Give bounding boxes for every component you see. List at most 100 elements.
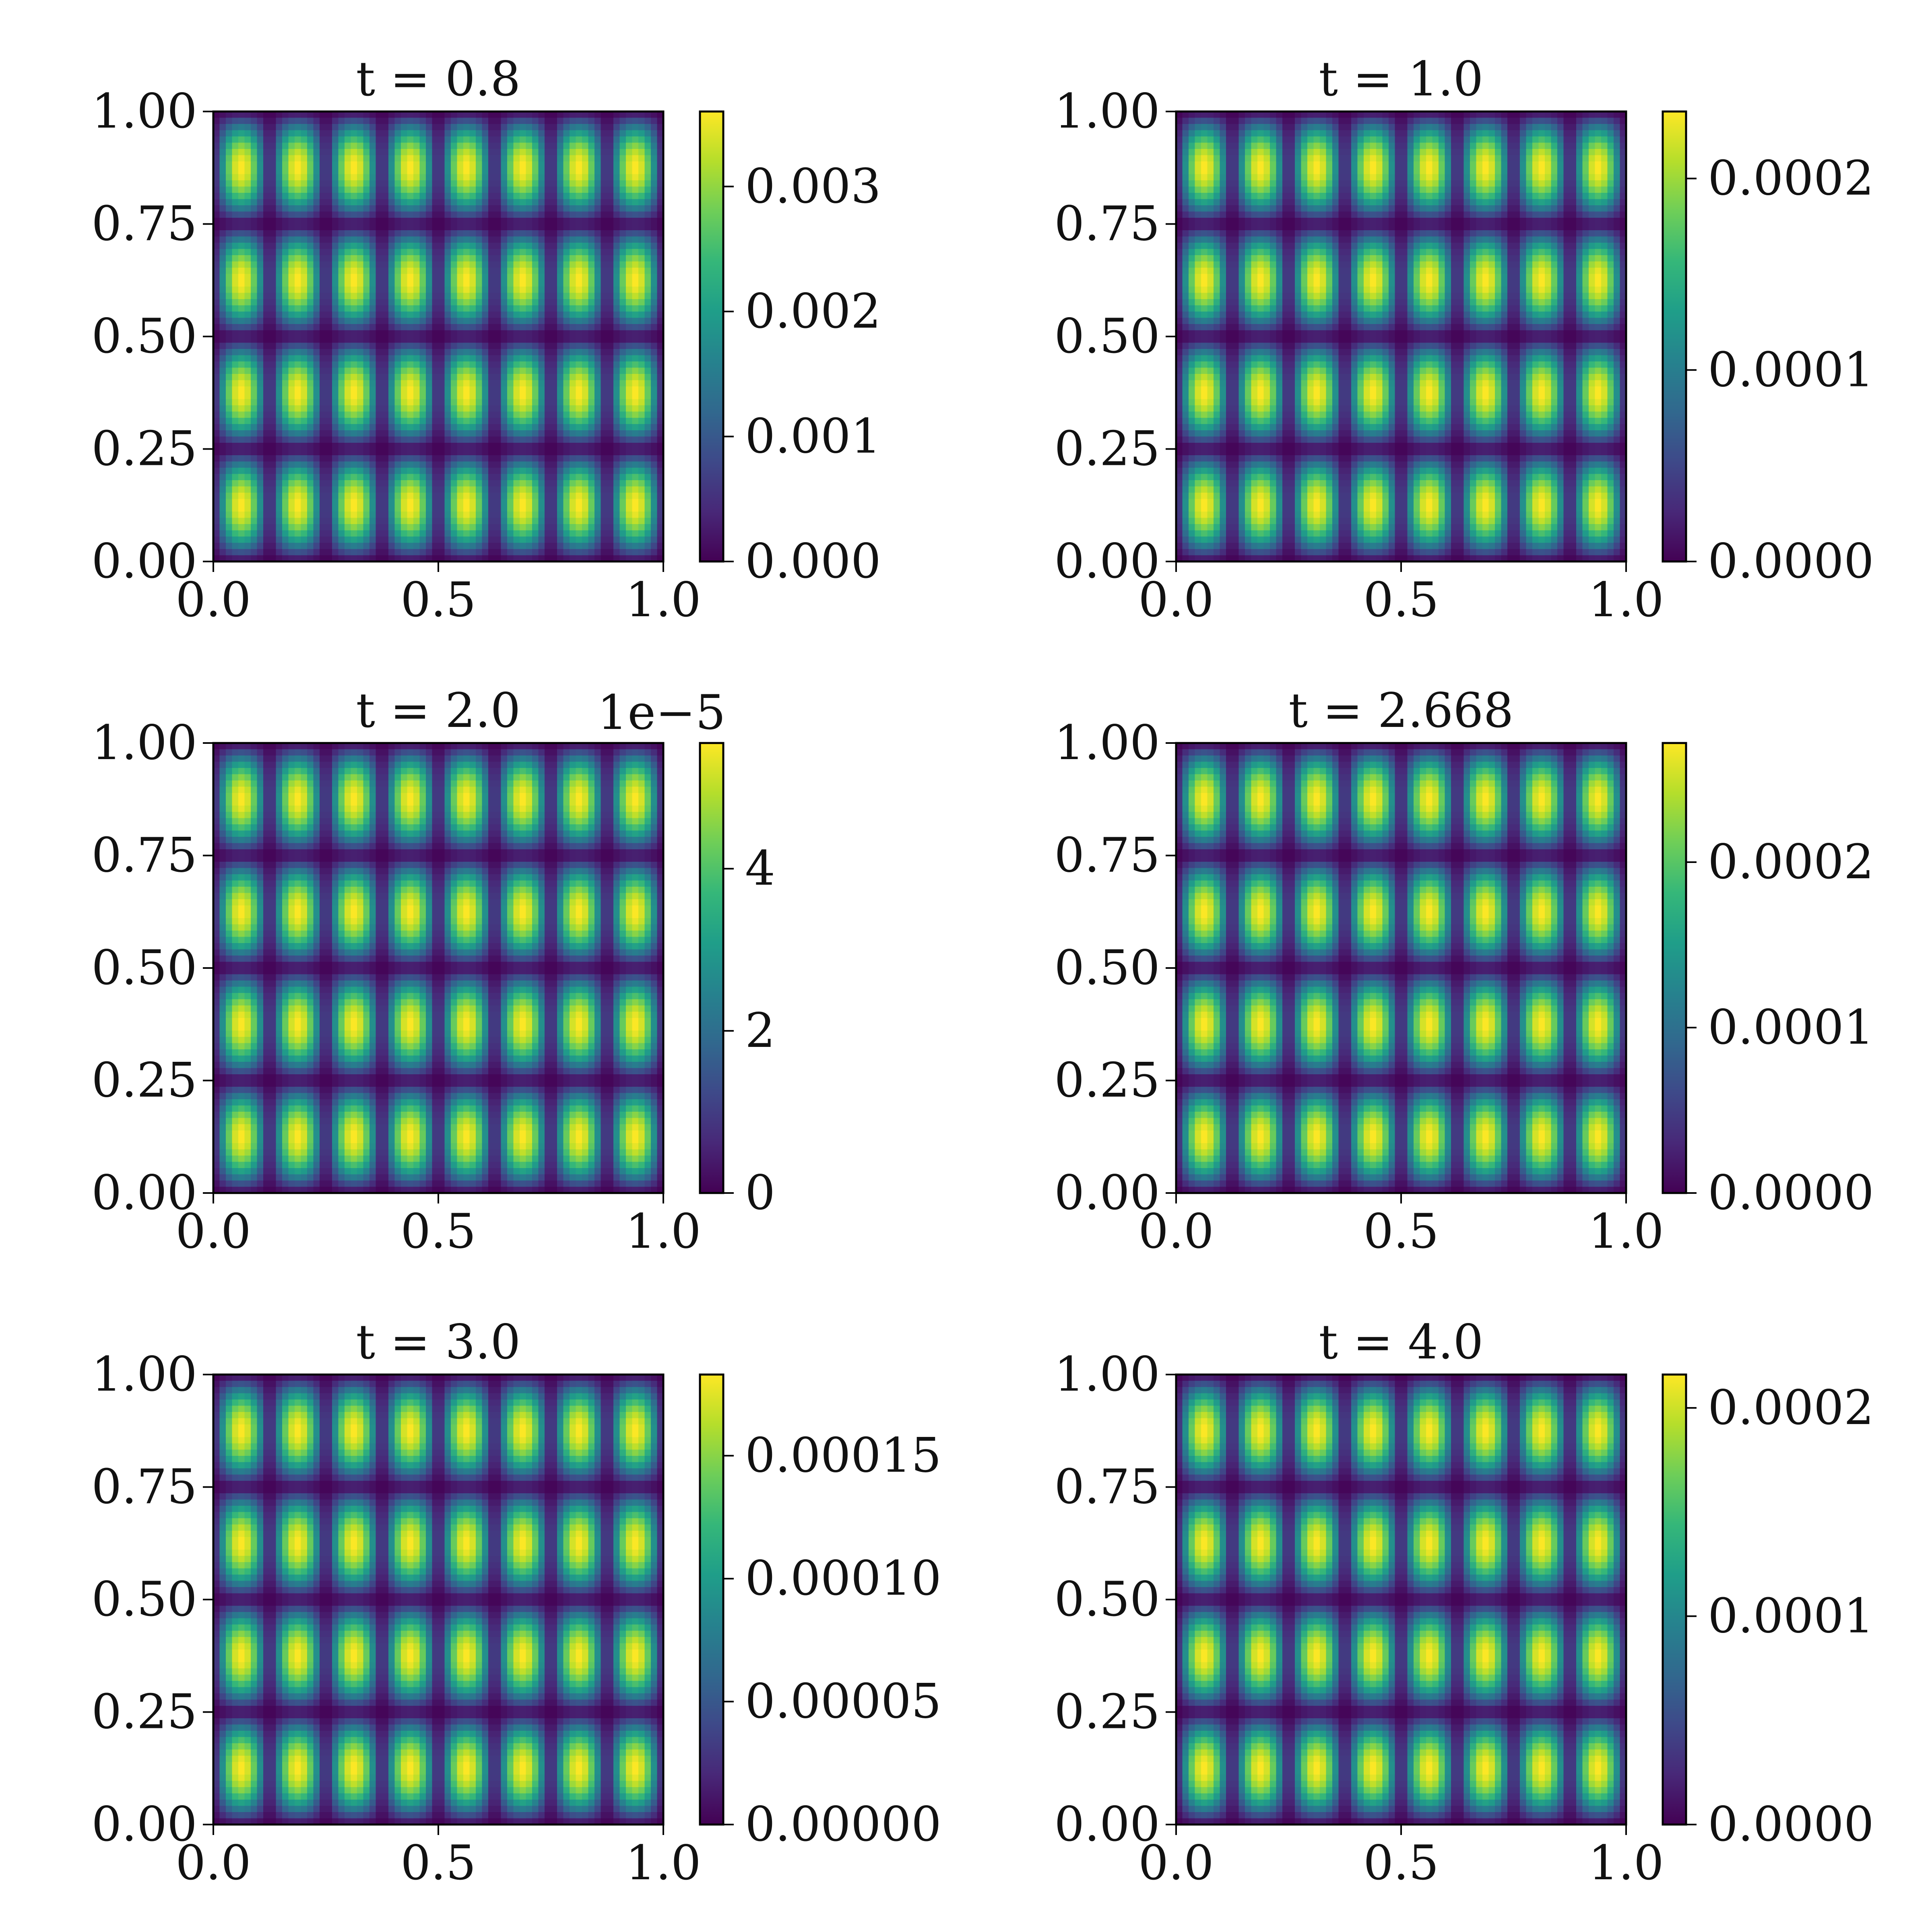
heatmap-cell: [538, 199, 545, 205]
heatmap-cell: [551, 249, 557, 256]
heatmap-cell: [295, 186, 301, 193]
heatmap-cell: [419, 224, 426, 231]
heatmap-cell: [588, 161, 595, 168]
heatmap-cell: [644, 136, 651, 143]
heatmap-cell: [438, 168, 445, 174]
heatmap-cell: [507, 318, 514, 324]
heatmap-cell: [220, 368, 226, 374]
heatmap-cell: [276, 205, 282, 212]
heatmap-cell: [488, 411, 495, 418]
heatmap-cell: [413, 424, 420, 430]
heatmap-cell: [357, 149, 363, 155]
heatmap-cell: [232, 136, 239, 143]
heatmap-cell: [470, 255, 476, 262]
heatmap-cell: [339, 249, 345, 256]
heatmap-cell: [313, 168, 320, 174]
heatmap-cell: [632, 243, 638, 249]
heatmap-cell: [251, 293, 257, 299]
heatmap-cell: [488, 124, 495, 130]
heatmap-cell: [394, 355, 401, 362]
heatmap-cell: [245, 280, 251, 287]
heatmap-cell: [401, 193, 407, 199]
heatmap-cell: [476, 143, 482, 149]
heatmap-cell: [432, 230, 438, 237]
heatmap-cell: [413, 243, 420, 249]
heatmap-cell: [257, 168, 264, 174]
heatmap-cell: [363, 293, 370, 299]
heatmap-cell: [301, 249, 307, 256]
heatmap-cell: [270, 305, 276, 312]
heatmap-cell: [313, 136, 320, 143]
heatmap-cell: [394, 349, 401, 355]
heatmap-cell: [419, 249, 426, 256]
heatmap-cell: [295, 430, 301, 437]
heatmap-cell: [339, 268, 345, 274]
heatmap-cell: [251, 312, 257, 318]
heatmap-cell: [257, 312, 264, 318]
heatmap-cell: [245, 230, 251, 237]
heatmap-cell: [326, 155, 332, 162]
heatmap-cell: [601, 249, 607, 256]
heatmap-cell: [413, 143, 420, 149]
heatmap-cell: [407, 418, 413, 424]
heatmap-cell: [301, 305, 307, 312]
heatmap-cell: [382, 299, 388, 305]
heatmap-cell: [369, 274, 376, 281]
heatmap-cell: [394, 168, 401, 174]
heatmap-cell: [551, 312, 557, 318]
heatmap-cell: [263, 149, 270, 155]
heatmap-cell: [326, 186, 332, 193]
heatmap-cell: [451, 186, 457, 193]
heatmap-cell: [601, 287, 607, 293]
heatmap-cell: [619, 424, 626, 430]
heatmap-cell: [619, 224, 626, 231]
heatmap-cell: [313, 124, 320, 130]
heatmap-cell: [238, 243, 245, 249]
heatmap-cell: [651, 418, 657, 424]
heatmap-cell: [513, 180, 520, 187]
heatmap-cell: [276, 411, 282, 418]
heatmap-cell: [288, 274, 295, 281]
heatmap-cell: [564, 155, 570, 162]
heatmap-cell: [564, 299, 570, 305]
heatmap-cell: [532, 243, 539, 249]
heatmap-cell: [445, 324, 451, 330]
heatmap-cell: [601, 124, 607, 130]
heatmap-cell: [295, 218, 301, 224]
heatmap-cell: [532, 211, 539, 218]
heatmap-cell: [526, 324, 532, 330]
heatmap-cell: [238, 268, 245, 274]
heatmap-cell: [513, 399, 520, 405]
heatmap-cell: [426, 361, 432, 368]
heatmap-cell: [594, 411, 601, 418]
heatmap-cell: [651, 293, 657, 299]
heatmap-cell: [394, 155, 401, 162]
heatmap-cell: [463, 280, 470, 287]
heatmap-cell: [419, 411, 426, 418]
heatmap-cell: [382, 368, 388, 374]
heatmap-cell: [382, 274, 388, 281]
heatmap-cell: [339, 336, 345, 343]
heatmap-cell: [270, 180, 276, 187]
heatmap-cell: [245, 124, 251, 130]
heatmap-cell: [545, 280, 551, 287]
heatmap-cell: [545, 161, 551, 168]
heatmap-cell: [301, 186, 307, 193]
heatmap-cell: [451, 136, 457, 143]
heatmap-cell: [320, 118, 326, 124]
heatmap-cell: [345, 318, 351, 324]
heatmap-cell: [564, 349, 570, 355]
heatmap-cell: [619, 124, 626, 130]
heatmap-cell: [619, 130, 626, 137]
heatmap-cell: [288, 293, 295, 299]
heatmap-cell: [232, 249, 239, 256]
heatmap-cell: [376, 205, 382, 212]
heatmap-cell: [345, 418, 351, 424]
heatmap-cell: [401, 237, 407, 243]
heatmap-cell: [251, 211, 257, 218]
heatmap-cell: [407, 155, 413, 162]
heatmap-cell: [551, 343, 557, 349]
heatmap-cell: [407, 168, 413, 174]
heatmap-cell: [570, 393, 576, 399]
heatmap-cell: [307, 274, 314, 281]
